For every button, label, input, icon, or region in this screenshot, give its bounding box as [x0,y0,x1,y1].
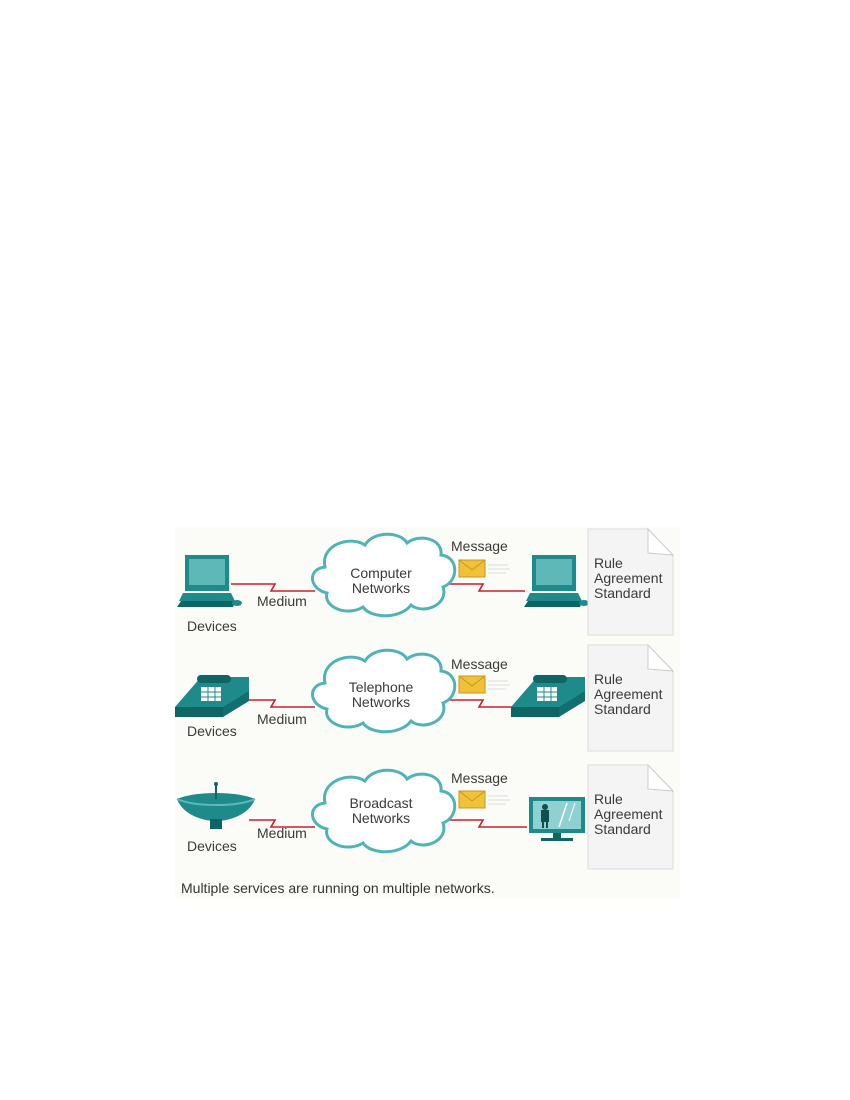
doc-line-agreement: Agreement [594,686,663,702]
medium-link [247,699,515,708]
network-name: Computer Networks [350,565,412,596]
medium-label: Medium [257,711,307,727]
row-graphics [176,763,675,870]
medium-label: Medium [257,825,307,841]
devices-label: Devices [187,838,237,854]
cloud-icon [311,768,457,854]
medium-link [231,583,525,592]
television-icon [529,797,585,841]
rules-document: Rule Agreement Standard [588,765,674,873]
computer-icon [177,555,242,607]
medium-link [249,819,527,828]
figure-caption: Multiple services are running on multipl… [181,880,495,896]
row-telephone-networks: Message Medium Devices Telephone Networks… [175,643,680,761]
doc-line-standard: Standard [594,821,651,837]
doc-line-standard: Standard [594,701,651,717]
doc-line-rule: Rule [594,671,623,687]
rules-document: Rule Agreement Standard [588,645,674,753]
envelope-icon [458,559,510,578]
network-name: Telephone Networks [348,679,414,710]
telephone-icon [511,675,585,717]
satellite-dish-icon [176,782,256,829]
row-broadcast-networks: Message Medium Devices Broadcast Networks… [175,763,680,881]
envelope-icon [458,790,510,809]
row-graphics [177,527,675,636]
computer-icon [524,555,589,607]
medium-label: Medium [257,593,307,609]
devices-label: Devices [187,723,237,739]
doc-line-rule: Rule [594,791,623,807]
envelope-icon [458,675,510,694]
doc-line-standard: Standard [594,585,651,601]
doc-line-agreement: Agreement [594,570,663,586]
network-services-figure: Message Medium Devices Computer Networks … [175,527,680,899]
telephone-icon [175,675,249,717]
document-icon [587,643,675,752]
message-label: Message [451,770,508,786]
row-computer-networks: Message Medium Devices Computer Networks … [175,527,680,645]
document-icon [587,763,675,870]
row-graphics [175,643,675,752]
cloud-icon [311,532,457,618]
message-label: Message [451,656,508,672]
doc-line-agreement: Agreement [594,806,663,822]
network-name: Broadcast Networks [349,795,413,826]
doc-line-rule: Rule [594,555,623,571]
cloud-icon [311,648,457,734]
document-icon [587,527,675,636]
devices-label: Devices [187,618,237,634]
rules-document: Rule Agreement Standard [588,529,674,637]
message-label: Message [451,538,508,554]
